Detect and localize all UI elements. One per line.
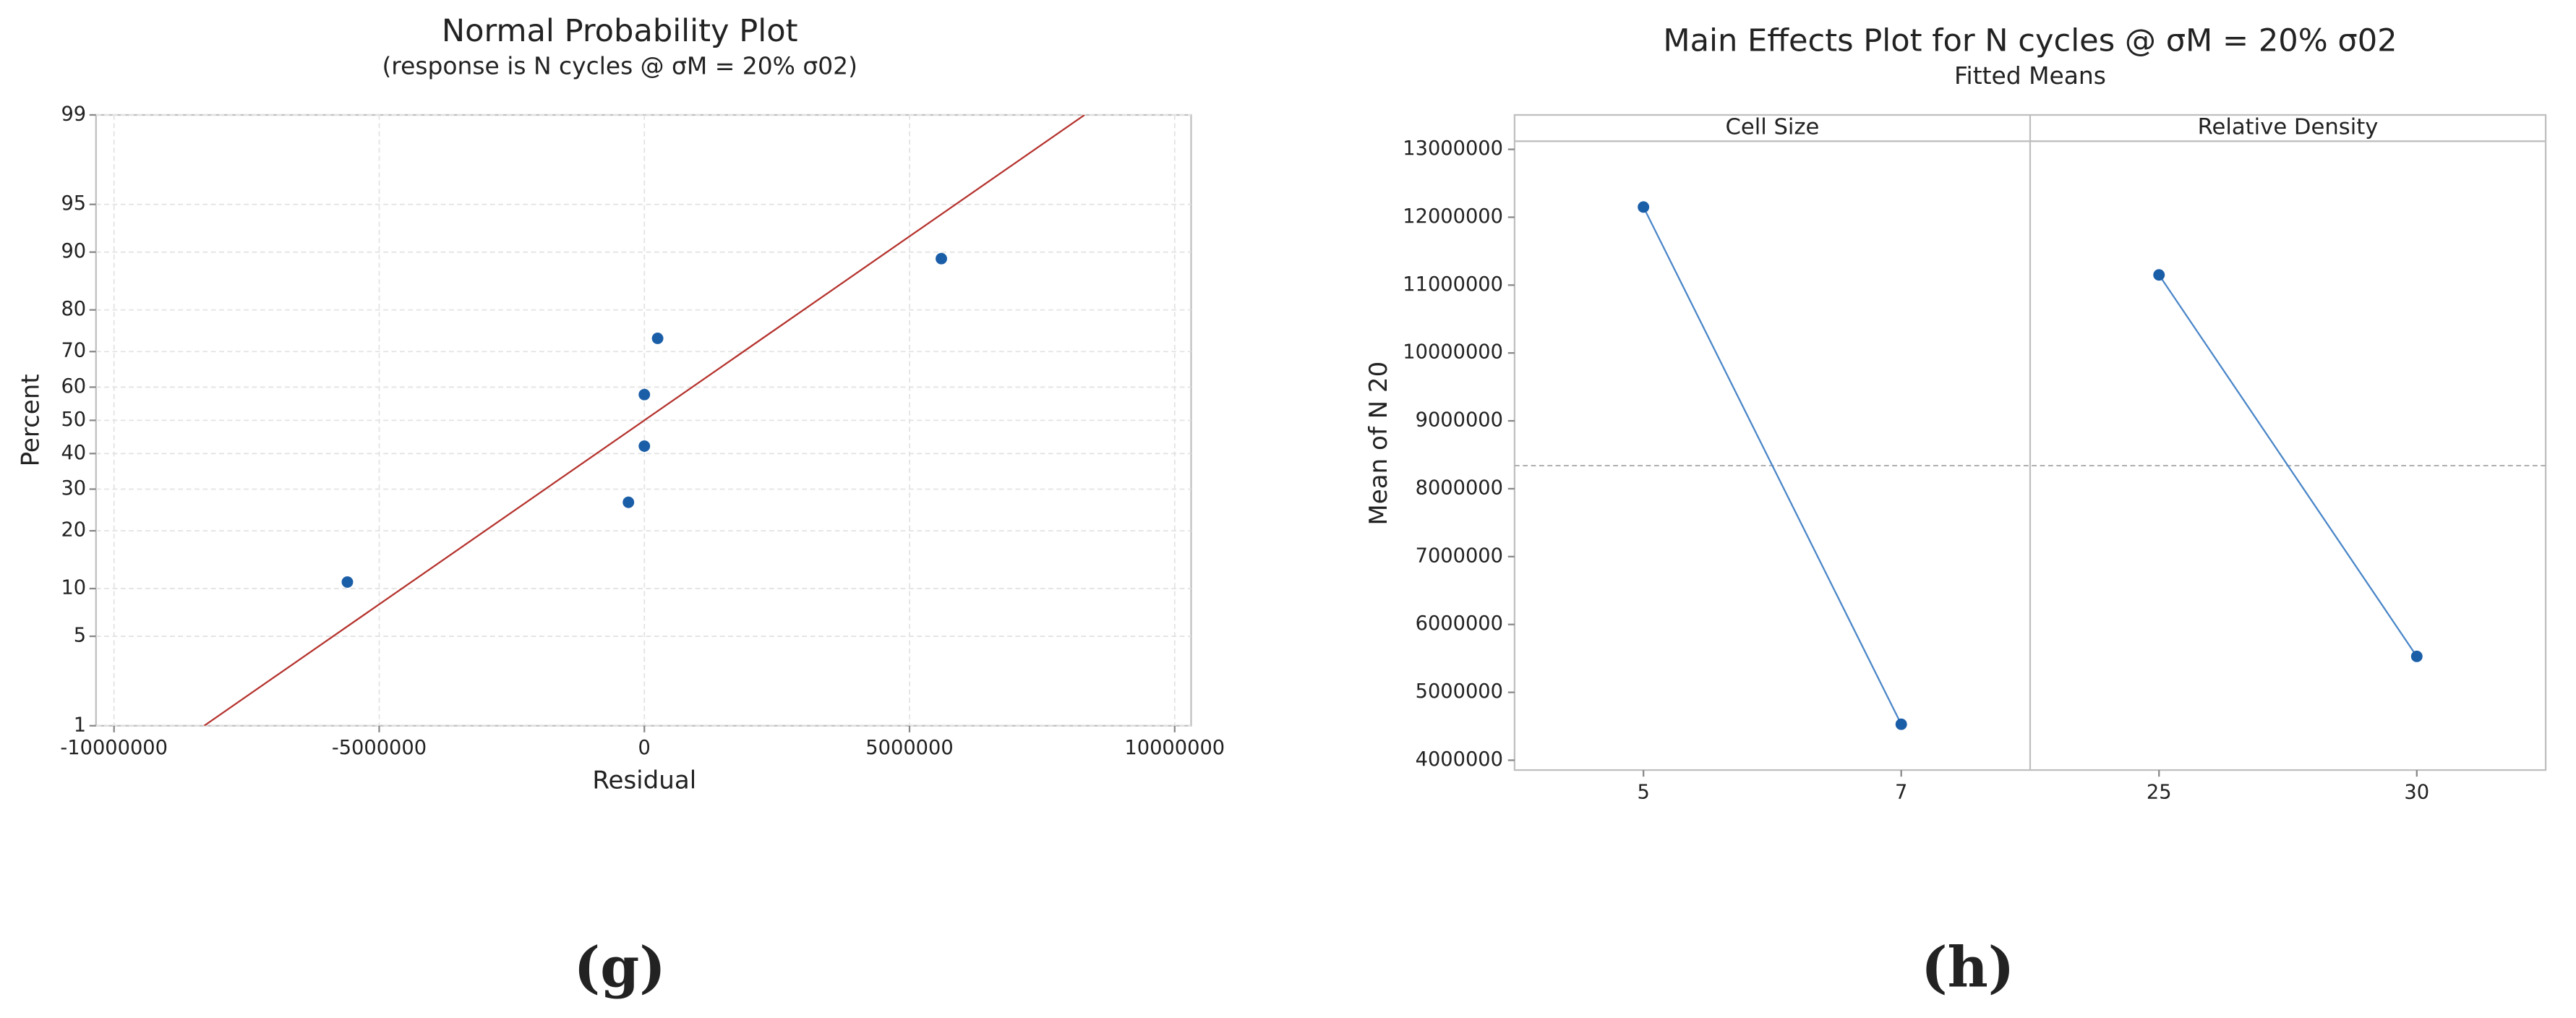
data-point	[638, 388, 651, 401]
y-axis-label: Percent	[17, 374, 46, 466]
chart-title: Normal Probability Plot	[442, 13, 798, 49]
data-point	[638, 440, 651, 452]
y-tick-label: 5000000	[1416, 680, 1503, 703]
y-tick-label: 80	[61, 298, 86, 320]
data-point	[2410, 650, 2423, 662]
data-point	[341, 576, 354, 588]
caption: (g)	[574, 935, 666, 1000]
x-tick-label: 5000000	[865, 737, 953, 759]
y-tick-label: 13000000	[1403, 137, 1503, 160]
effect-line	[1643, 206, 1902, 725]
y-tick-label: 8000000	[1416, 476, 1503, 499]
y-tick-label: 30	[61, 477, 86, 500]
y-tick-label: 90	[61, 240, 86, 262]
data-point	[651, 333, 664, 344]
y-tick-label: 6000000	[1416, 612, 1503, 635]
chart-subtitle: (response is N cycles @ σM = 20% σ02)	[382, 52, 857, 80]
y-tick-label: 12000000	[1403, 205, 1503, 228]
y-tick-label: 1	[74, 714, 86, 736]
chart-subtitle: Fitted Means	[1954, 61, 2106, 90]
x-tick-label: 30	[2404, 781, 2429, 803]
effect-line	[2158, 274, 2418, 657]
y-tick-label: 10000000	[1403, 341, 1503, 364]
x-tick-label: 7	[1895, 781, 1907, 803]
x-tick-label: 5	[1637, 781, 1649, 803]
y-tick-label: 7000000	[1416, 544, 1503, 567]
data-point	[1638, 201, 1650, 213]
data-point	[936, 252, 947, 265]
x-tick-label: 0	[638, 737, 651, 759]
y-tick-label: 5	[74, 625, 86, 647]
y-tick-label: 60	[61, 375, 86, 398]
x-axis-label: Residual	[592, 766, 696, 795]
x-tick-label: 10000000	[1124, 737, 1225, 759]
y-tick-label: 20	[61, 519, 86, 542]
data-point	[1895, 718, 1907, 730]
y-tick-label: 9000000	[1416, 409, 1503, 432]
y-tick-label: 11000000	[1403, 273, 1503, 296]
panel-title: Cell Size	[1725, 115, 1819, 140]
y-tick-label: 95	[61, 192, 86, 215]
y-tick-label: 99	[61, 103, 86, 125]
y-tick-label: 10	[61, 577, 86, 599]
panel-title: Relative Density	[2198, 115, 2379, 140]
data-point	[2153, 269, 2165, 281]
y-tick-label: 4000000	[1416, 748, 1503, 771]
x-tick-label: -10000000	[60, 737, 168, 759]
y-axis-label: Mean of N 20	[1364, 362, 1393, 526]
x-tick-label: -5000000	[332, 737, 427, 759]
y-tick-label: 40	[61, 442, 86, 464]
x-tick-label: 25	[2147, 781, 2172, 803]
fit-line	[203, 114, 1085, 726]
y-tick-label: 70	[61, 340, 86, 362]
data-point	[622, 496, 635, 508]
caption: (h)	[1921, 935, 2014, 1000]
y-tick-label: 50	[61, 409, 86, 431]
chart-title: Main Effects Plot for N cycles @ σM = 20…	[1663, 23, 2397, 59]
